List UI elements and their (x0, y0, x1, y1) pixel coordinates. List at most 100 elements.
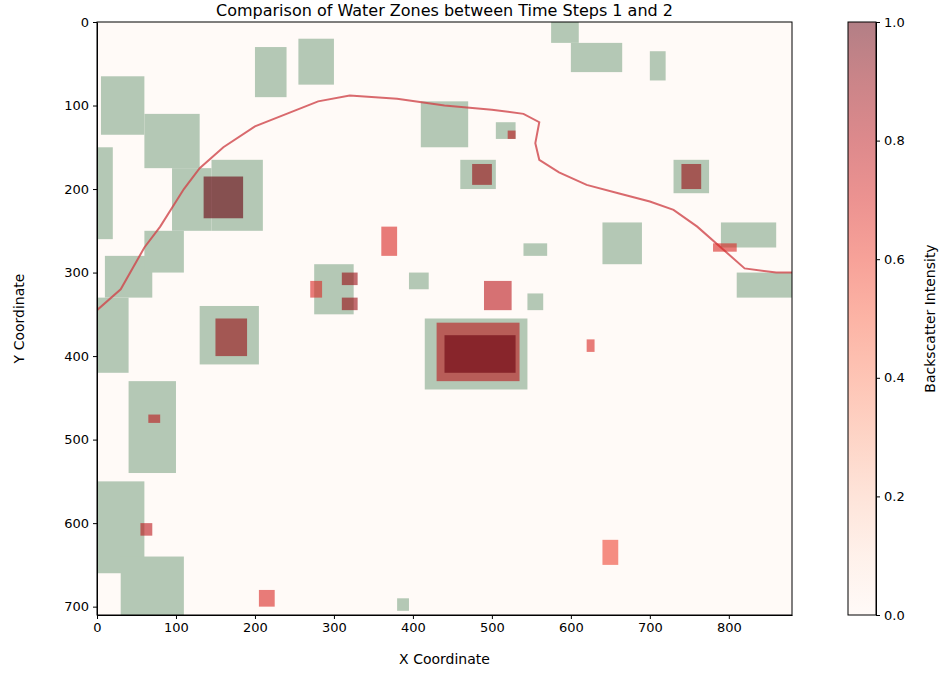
tick: 700 (638, 615, 663, 635)
tick: 0.4 (876, 370, 905, 385)
colorbar-axis-line (876, 23, 877, 616)
tick-mark (93, 356, 97, 357)
x-axis-line (98, 615, 793, 616)
tick: 0 (81, 15, 97, 30)
water-zone (129, 381, 176, 473)
change-zone (472, 164, 492, 185)
tick: 1.0 (876, 15, 905, 30)
tick-mark (876, 141, 880, 142)
title: Comparison of Water Zones between Time S… (216, 1, 673, 20)
tick-label: 0 (93, 620, 101, 635)
tick-label: 0 (81, 15, 89, 30)
water-zone (101, 76, 144, 134)
tick: 500 (64, 432, 97, 447)
tick: 600 (64, 516, 97, 531)
change-zone (310, 281, 322, 298)
tick-mark (176, 615, 177, 619)
tick: 0.2 (876, 489, 905, 504)
water-zone (460, 160, 496, 189)
tick-mark (97, 615, 98, 619)
tick: 400 (401, 615, 426, 635)
tick-label: 300 (322, 620, 347, 635)
tick-mark (93, 189, 97, 190)
y-axis-title: Y Coordinate (11, 274, 27, 365)
change-zone (148, 415, 160, 423)
channel-line (97, 95, 792, 310)
x-axis-title: X Coordinate (399, 651, 490, 667)
tick-mark (571, 615, 572, 619)
tick: 100 (164, 615, 189, 635)
change-zone (381, 227, 397, 256)
colorbar-title: Backscatter Intensity (922, 244, 938, 392)
water-zone (571, 43, 622, 72)
tick: 0.8 (876, 133, 905, 148)
tick: 300 (322, 615, 347, 635)
tick-mark (93, 440, 97, 441)
tick-mark (876, 259, 880, 260)
tick: 500 (480, 615, 505, 635)
plot-marks (97, 22, 792, 615)
change-zone (204, 177, 243, 219)
change-zone (602, 540, 618, 565)
tick: 600 (559, 615, 584, 635)
water-zone (523, 243, 547, 256)
y-axis: 0 100 200 300 400 500 600 700 (64, 15, 97, 616)
change-zone (484, 281, 512, 310)
y-axis-line (97, 23, 98, 616)
tick-label: 700 (638, 620, 663, 635)
water-zone (255, 47, 287, 97)
water-zone (97, 298, 129, 373)
water-zone (298, 39, 334, 85)
tick: 200 (64, 182, 97, 197)
tick-label: 700 (64, 599, 89, 614)
tick-mark (255, 615, 256, 619)
tick-label: 1.0 (884, 15, 905, 30)
water-zone (674, 160, 710, 193)
tick-label: 600 (64, 516, 89, 531)
change-zone (445, 335, 516, 373)
change-zone (342, 298, 358, 311)
change-zone (342, 273, 358, 286)
change-zone (713, 243, 737, 251)
tick-mark (650, 615, 651, 619)
water-zone (200, 306, 259, 364)
water-zone (121, 557, 184, 615)
change-zone (215, 319, 247, 357)
tick-label: 500 (64, 432, 89, 447)
tick: 0.0 (876, 608, 905, 623)
chart: 0100200300400500600700800010020030040050… (0, 0, 949, 677)
plot-frame (97, 22, 792, 615)
tick: 200 (243, 615, 268, 635)
change-zone (508, 131, 516, 139)
tick-label: 400 (64, 349, 89, 364)
water-zone (650, 51, 666, 80)
tick-mark (876, 378, 880, 379)
water-zone (527, 293, 543, 310)
tick: 100 (64, 98, 97, 113)
tick-mark (93, 607, 97, 608)
water-zone (409, 273, 429, 290)
water-zone (737, 273, 792, 298)
water-zone (425, 319, 528, 390)
tick-mark (93, 273, 97, 274)
tick: 300 (64, 265, 97, 280)
tick-label: 0.4 (884, 370, 905, 385)
change-zone (437, 323, 520, 381)
tick-mark (93, 523, 97, 524)
tick-mark (334, 615, 335, 619)
colorbar-frame (848, 22, 876, 615)
tick-label: 0.8 (884, 133, 905, 148)
tick-label: 400 (401, 620, 426, 635)
x-axis: 0100200300400500600700800 (93, 615, 792, 635)
colorbar (848, 22, 876, 615)
tick-mark (93, 22, 97, 23)
tick-label: 300 (64, 265, 89, 280)
tick-mark (413, 615, 414, 619)
tick-label: 200 (64, 182, 89, 197)
tick-label: 600 (559, 620, 584, 635)
tick: 0 (93, 615, 101, 635)
tick-mark (876, 496, 880, 497)
change-zone (587, 339, 595, 352)
water-zone (397, 598, 409, 611)
water-zone (97, 147, 113, 239)
